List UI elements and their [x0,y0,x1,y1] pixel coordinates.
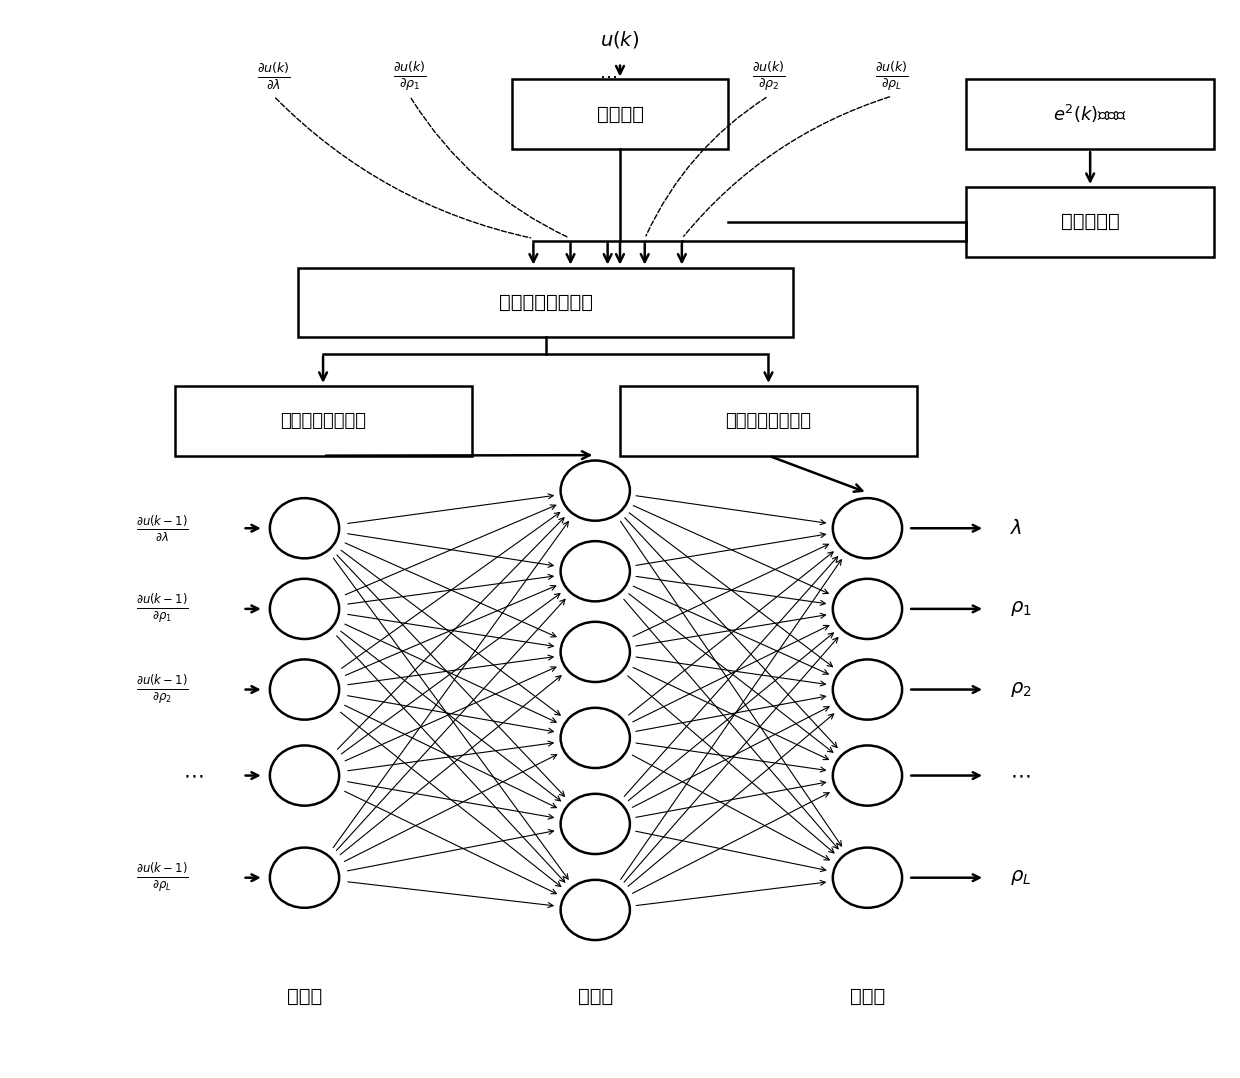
Text: $\cdots$: $\cdots$ [599,68,616,85]
Text: 更新输出层权系数: 更新输出层权系数 [725,412,811,430]
Text: $\frac{\partial u(k)}{\partial \rho_L}$: $\frac{\partial u(k)}{\partial \rho_L}$ [875,60,909,93]
Text: $u(k)$: $u(k)$ [600,28,640,50]
Text: $\cdots$: $\cdots$ [184,765,203,786]
Text: $e^2(k)$最小化: $e^2(k)$最小化 [1053,103,1127,125]
Text: $\frac{\partial u(k-1)}{\partial \lambda}$: $\frac{\partial u(k-1)}{\partial \lambda… [135,513,188,543]
Ellipse shape [833,660,901,720]
Ellipse shape [833,579,901,639]
Ellipse shape [270,746,340,805]
Text: $\lambda$: $\lambda$ [1009,519,1022,538]
Text: 梯度信息: 梯度信息 [596,105,644,124]
Ellipse shape [560,793,630,854]
Ellipse shape [560,541,630,602]
Text: 输出层: 输出层 [849,986,885,1006]
Bar [966,80,1214,149]
Text: $\rho_1$: $\rho_1$ [1009,599,1032,619]
Bar [299,267,794,337]
Text: 系统误差反向传播: 系统误差反向传播 [498,293,593,312]
Ellipse shape [270,579,340,639]
Text: 隐含层: 隐含层 [578,986,613,1006]
Ellipse shape [833,746,901,805]
Text: $\frac{\partial u(k-1)}{\partial \rho_2}$: $\frac{\partial u(k-1)}{\partial \rho_2}… [135,674,188,706]
Ellipse shape [560,460,630,521]
Text: 输入层: 输入层 [286,986,322,1006]
Bar [175,386,471,456]
Text: 更新隐含层权系数: 更新隐含层权系数 [280,412,366,430]
Ellipse shape [270,498,340,558]
Ellipse shape [833,847,901,908]
Text: $\frac{\partial u(k-1)}{\partial \rho_1}$: $\frac{\partial u(k-1)}{\partial \rho_1}… [135,593,188,625]
Bar [620,386,916,456]
Ellipse shape [270,847,340,908]
Text: 梯度下降法: 梯度下降法 [1060,212,1120,232]
Ellipse shape [833,498,901,558]
Ellipse shape [560,880,630,940]
Text: $\rho_L$: $\rho_L$ [1009,868,1030,887]
Text: $\frac{\partial u(k)}{\partial \rho_2}$: $\frac{\partial u(k)}{\partial \rho_2}$ [751,60,785,93]
Text: $\cdots$: $\cdots$ [1009,765,1030,786]
Ellipse shape [560,708,630,768]
Text: $\frac{\partial u(k)}{\partial \lambda}$: $\frac{\partial u(k)}{\partial \lambda}$ [257,61,290,92]
Ellipse shape [560,622,630,682]
Ellipse shape [270,660,340,720]
Text: $\frac{\partial u(k-1)}{\partial \rho_L}$: $\frac{\partial u(k-1)}{\partial \rho_L}… [135,861,188,894]
Bar [512,80,728,149]
Text: $\frac{\partial u(k)}{\partial \rho_1}$: $\frac{\partial u(k)}{\partial \rho_1}$ [393,60,427,93]
Text: $\rho_2$: $\rho_2$ [1009,680,1032,699]
Bar [966,186,1214,257]
